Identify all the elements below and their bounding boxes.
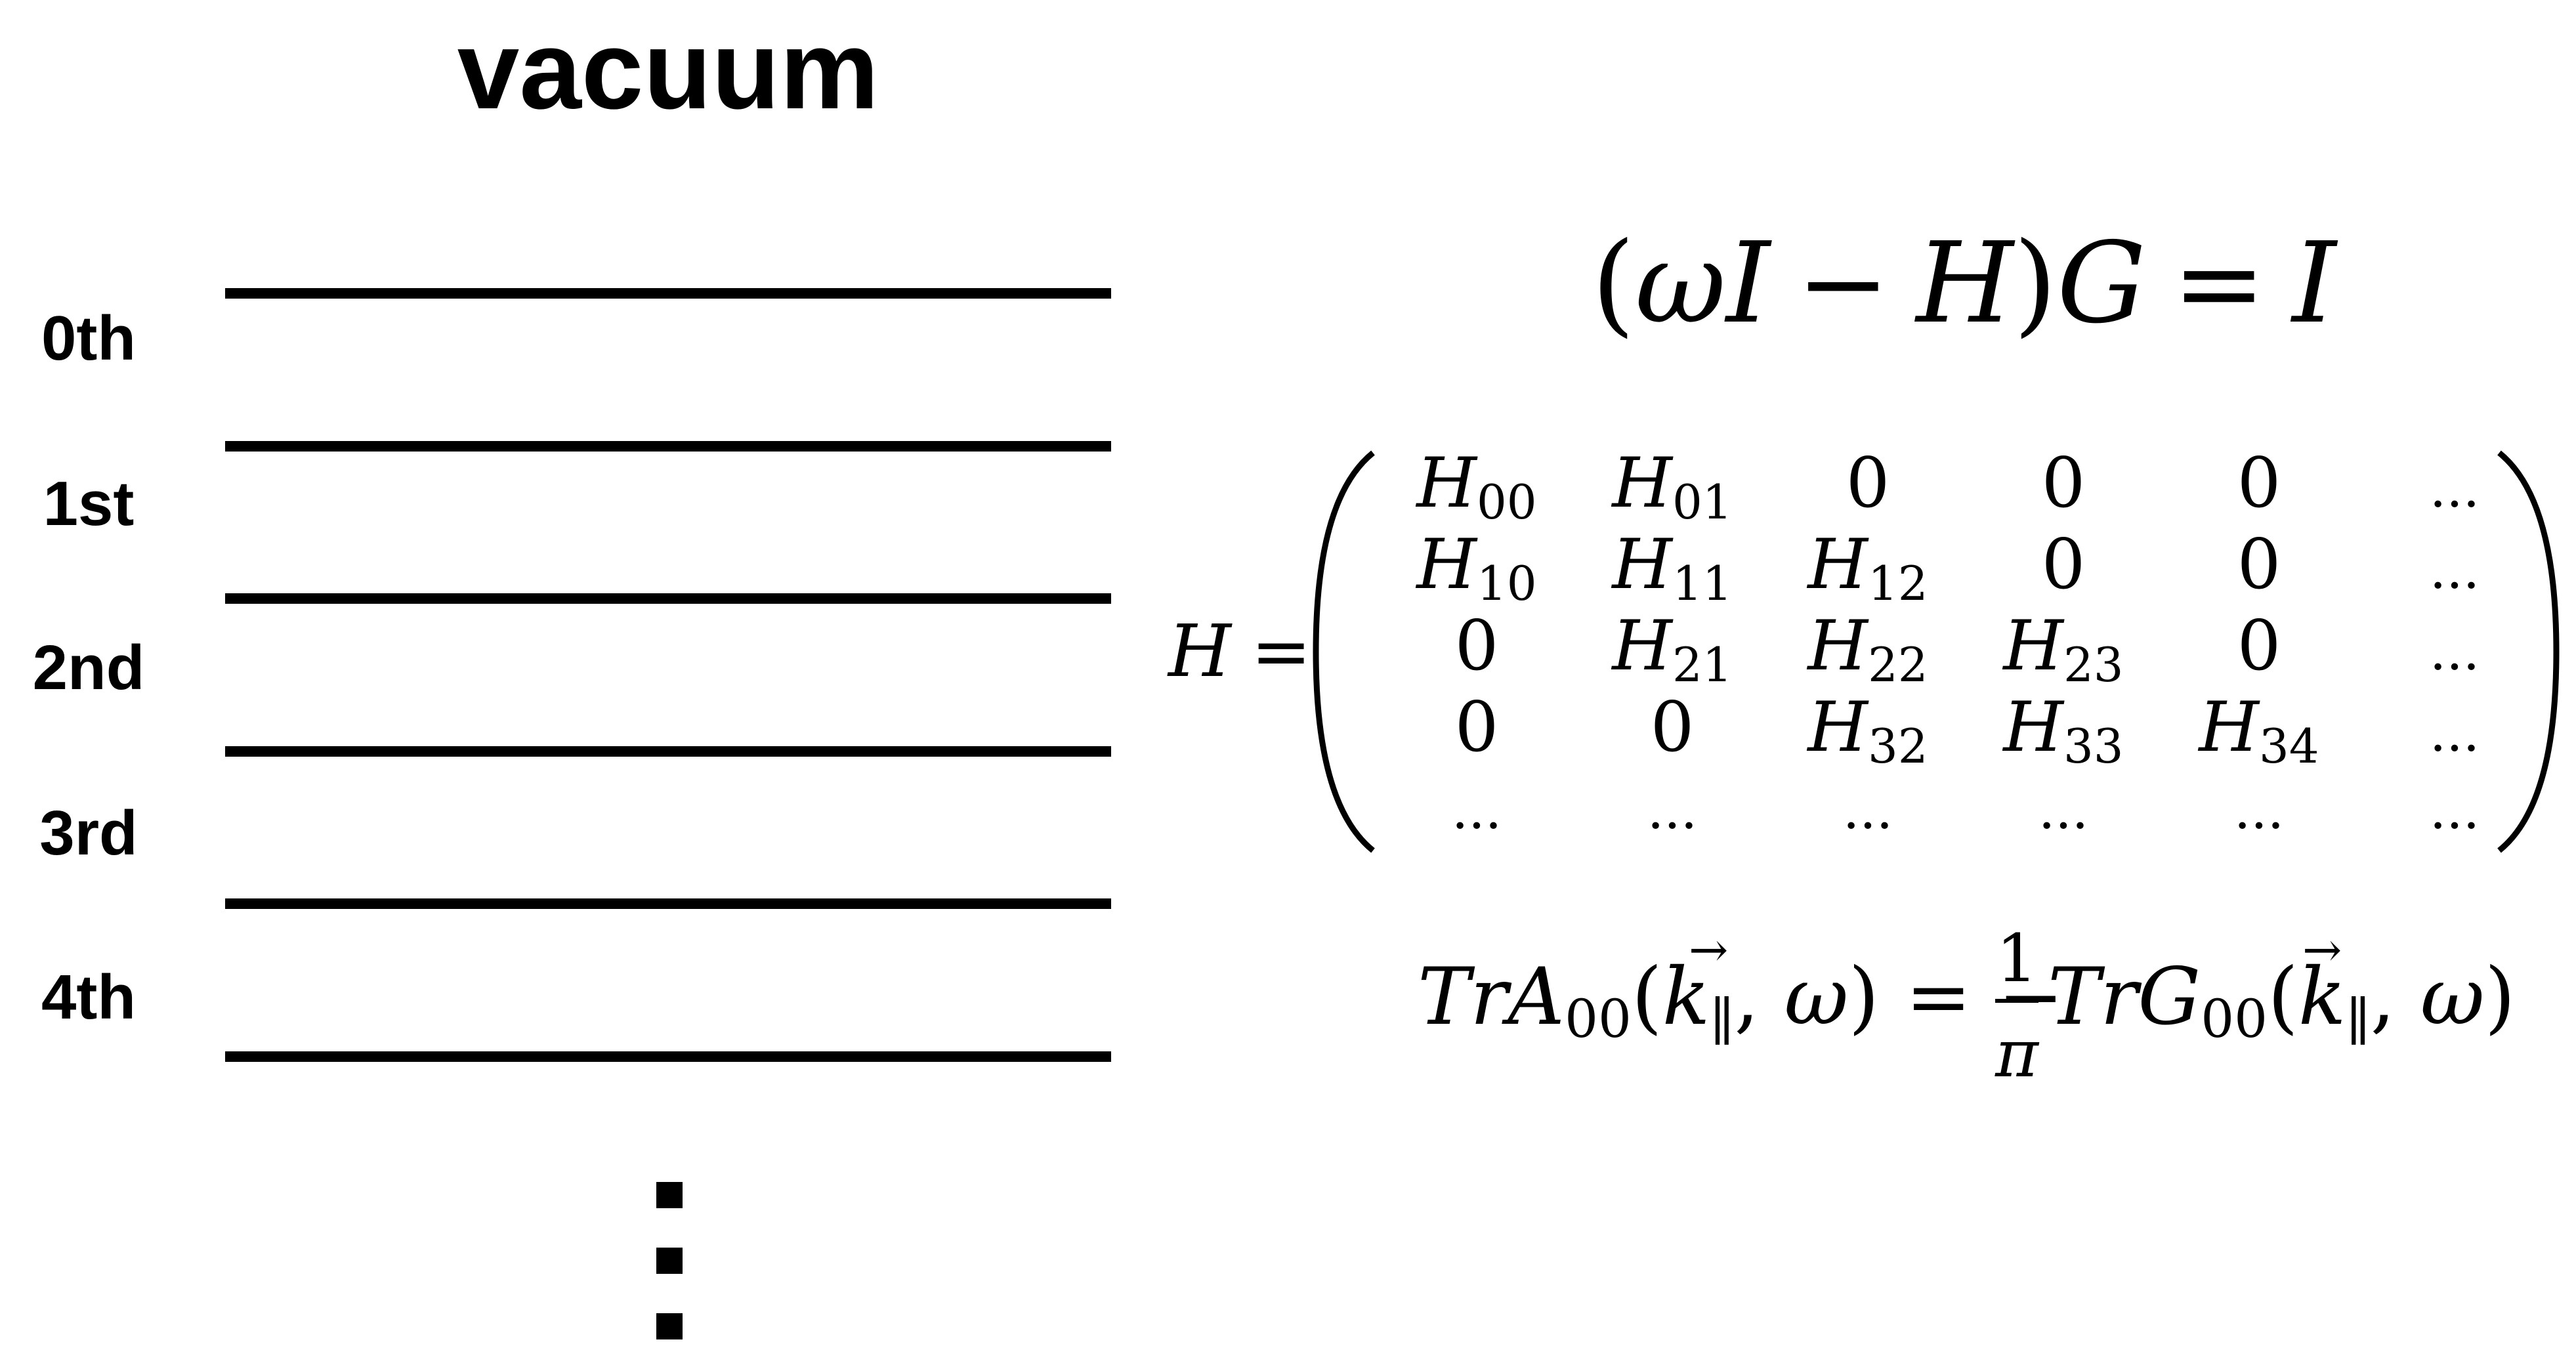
matrix-cell: ... [2430,621,2480,682]
matrix-cell: H34 [2197,687,2319,774]
matrix-cell: H00 [1415,443,1536,530]
matrix-cell: 0 [1846,443,1890,523]
matrix-cell: 0 [1455,606,1499,686]
matrix-right-bracket [2497,450,2560,853]
layer-label-2nd: 2nd [33,633,145,703]
continuation-dot [656,1313,683,1339]
vector-arrow-left: → [1689,922,1728,977]
layer-label-3rd: 3rd [39,798,137,868]
matrix-cell: ... [2430,780,2480,841]
hamiltonian-matrix: H00 H01 0 0 0 ...H10 H11 H12 0 0 ...0 H21 H22 H23 0...… [1415,443,2480,841]
matrix-cell: H10 [1415,524,1536,611]
diagram-title: vacuum [457,8,879,133]
matrix-cell: ... [1647,780,1697,841]
continuation-dots [656,1182,683,1339]
matrix-cell: H33 [2002,687,2123,774]
matrix-cell: ... [2430,458,2480,519]
layer-label-1st: 1st [43,469,135,539]
matrix-cell: H21 [1611,606,1732,692]
matrix-cell: H32 [1806,687,1928,774]
matrix-cell: ... [2038,780,2088,841]
layer-lines [225,288,1111,1062]
matrix-cell: ... [2430,702,2480,763]
matrix-left-bracket [1313,450,1375,853]
vector-arrow-right: → [2302,922,2342,977]
fraction-denominator: π [1995,1015,2040,1092]
matrix-cell: 0 [2237,524,2281,604]
layer-labels: 0th 1st 2nd 3rd 4th [33,303,145,1032]
continuation-dot [656,1182,683,1208]
matrix-cell: 0 [2237,443,2281,523]
green-function-equation: (ωI − H)G = I [1592,219,2338,348]
layer-label-4th: 4th [41,962,136,1032]
matrix-cell: ... [2430,539,2480,600]
spectral-equation-rhs: TrG00(k∥, ω) [2048,952,2516,1052]
matrix-cell: 0 [1651,687,1695,767]
matrix-cell: H22 [1806,606,1928,692]
hamiltonian-lhs: H = [1167,609,1311,693]
matrix-cell: 0 [2042,524,2086,604]
matrix-cell: 0 [2237,606,2281,686]
spectral-equation-main: TrA00(k∥, ω) = − [1418,952,2063,1052]
layer-label-0th: 0th [41,303,136,373]
matrix-cell: ... [1843,780,1893,841]
fraction-numerator: 1 [1996,920,2038,997]
matrix-cell: H12 [1806,524,1928,611]
matrix-cell: 0 [1455,687,1499,767]
matrix-cell: H01 [1611,443,1732,530]
matrix-cell: ... [1452,780,1502,841]
continuation-dot [656,1248,683,1274]
matrix-cell: 0 [2042,443,2086,523]
matrix-cell: ... [2234,780,2284,841]
matrix-cell: H23 [2002,606,2123,692]
spectral-function-equation: TrA00(k∥, ω) = − 1 π TrG00(k∥, ω) → → [1418,920,2516,1092]
matrix-cell: H11 [1611,524,1732,611]
